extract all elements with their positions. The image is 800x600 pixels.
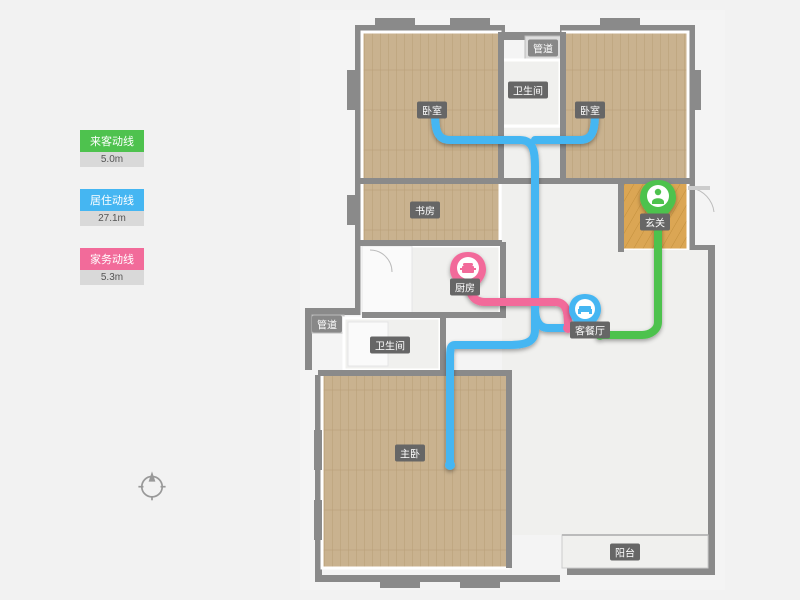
label-bedroom-tr: 卧室 (575, 102, 605, 119)
floor-plan: 卧室 卫生间 管道 卧室 书房 玄关 厨房 管道 卫生间 客餐厅 主卧 阳台 (300, 10, 725, 590)
legend-label: 来客动线 (80, 130, 144, 152)
legend-item-guest: 来客动线 5.0m (80, 130, 144, 167)
legend-value: 5.3m (80, 270, 144, 285)
label-bedroom-tl: 卧室 (417, 102, 447, 119)
legend: 来客动线 5.0m 居住动线 27.1m 家务动线 5.3m (80, 130, 144, 307)
compass-icon (135, 468, 169, 502)
label-master: 主卧 (395, 445, 425, 462)
label-living: 客餐厅 (570, 322, 610, 339)
label-kitchen: 厨房 (450, 279, 480, 296)
label-bathroom-l: 卫生间 (370, 337, 410, 354)
legend-value: 5.0m (80, 152, 144, 167)
legend-item-living: 居住动线 27.1m (80, 189, 144, 226)
legend-value: 27.1m (80, 211, 144, 226)
label-entry: 玄关 (640, 214, 670, 231)
label-balcony: 阳台 (610, 544, 640, 561)
label-study: 书房 (410, 202, 440, 219)
label-pipe-t: 管道 (528, 40, 558, 57)
legend-label: 居住动线 (80, 189, 144, 211)
label-pipe-l: 管道 (312, 316, 342, 333)
label-bathroom-t: 卫生间 (508, 82, 548, 99)
legend-item-house: 家务动线 5.3m (80, 248, 144, 285)
legend-label: 家务动线 (80, 248, 144, 270)
